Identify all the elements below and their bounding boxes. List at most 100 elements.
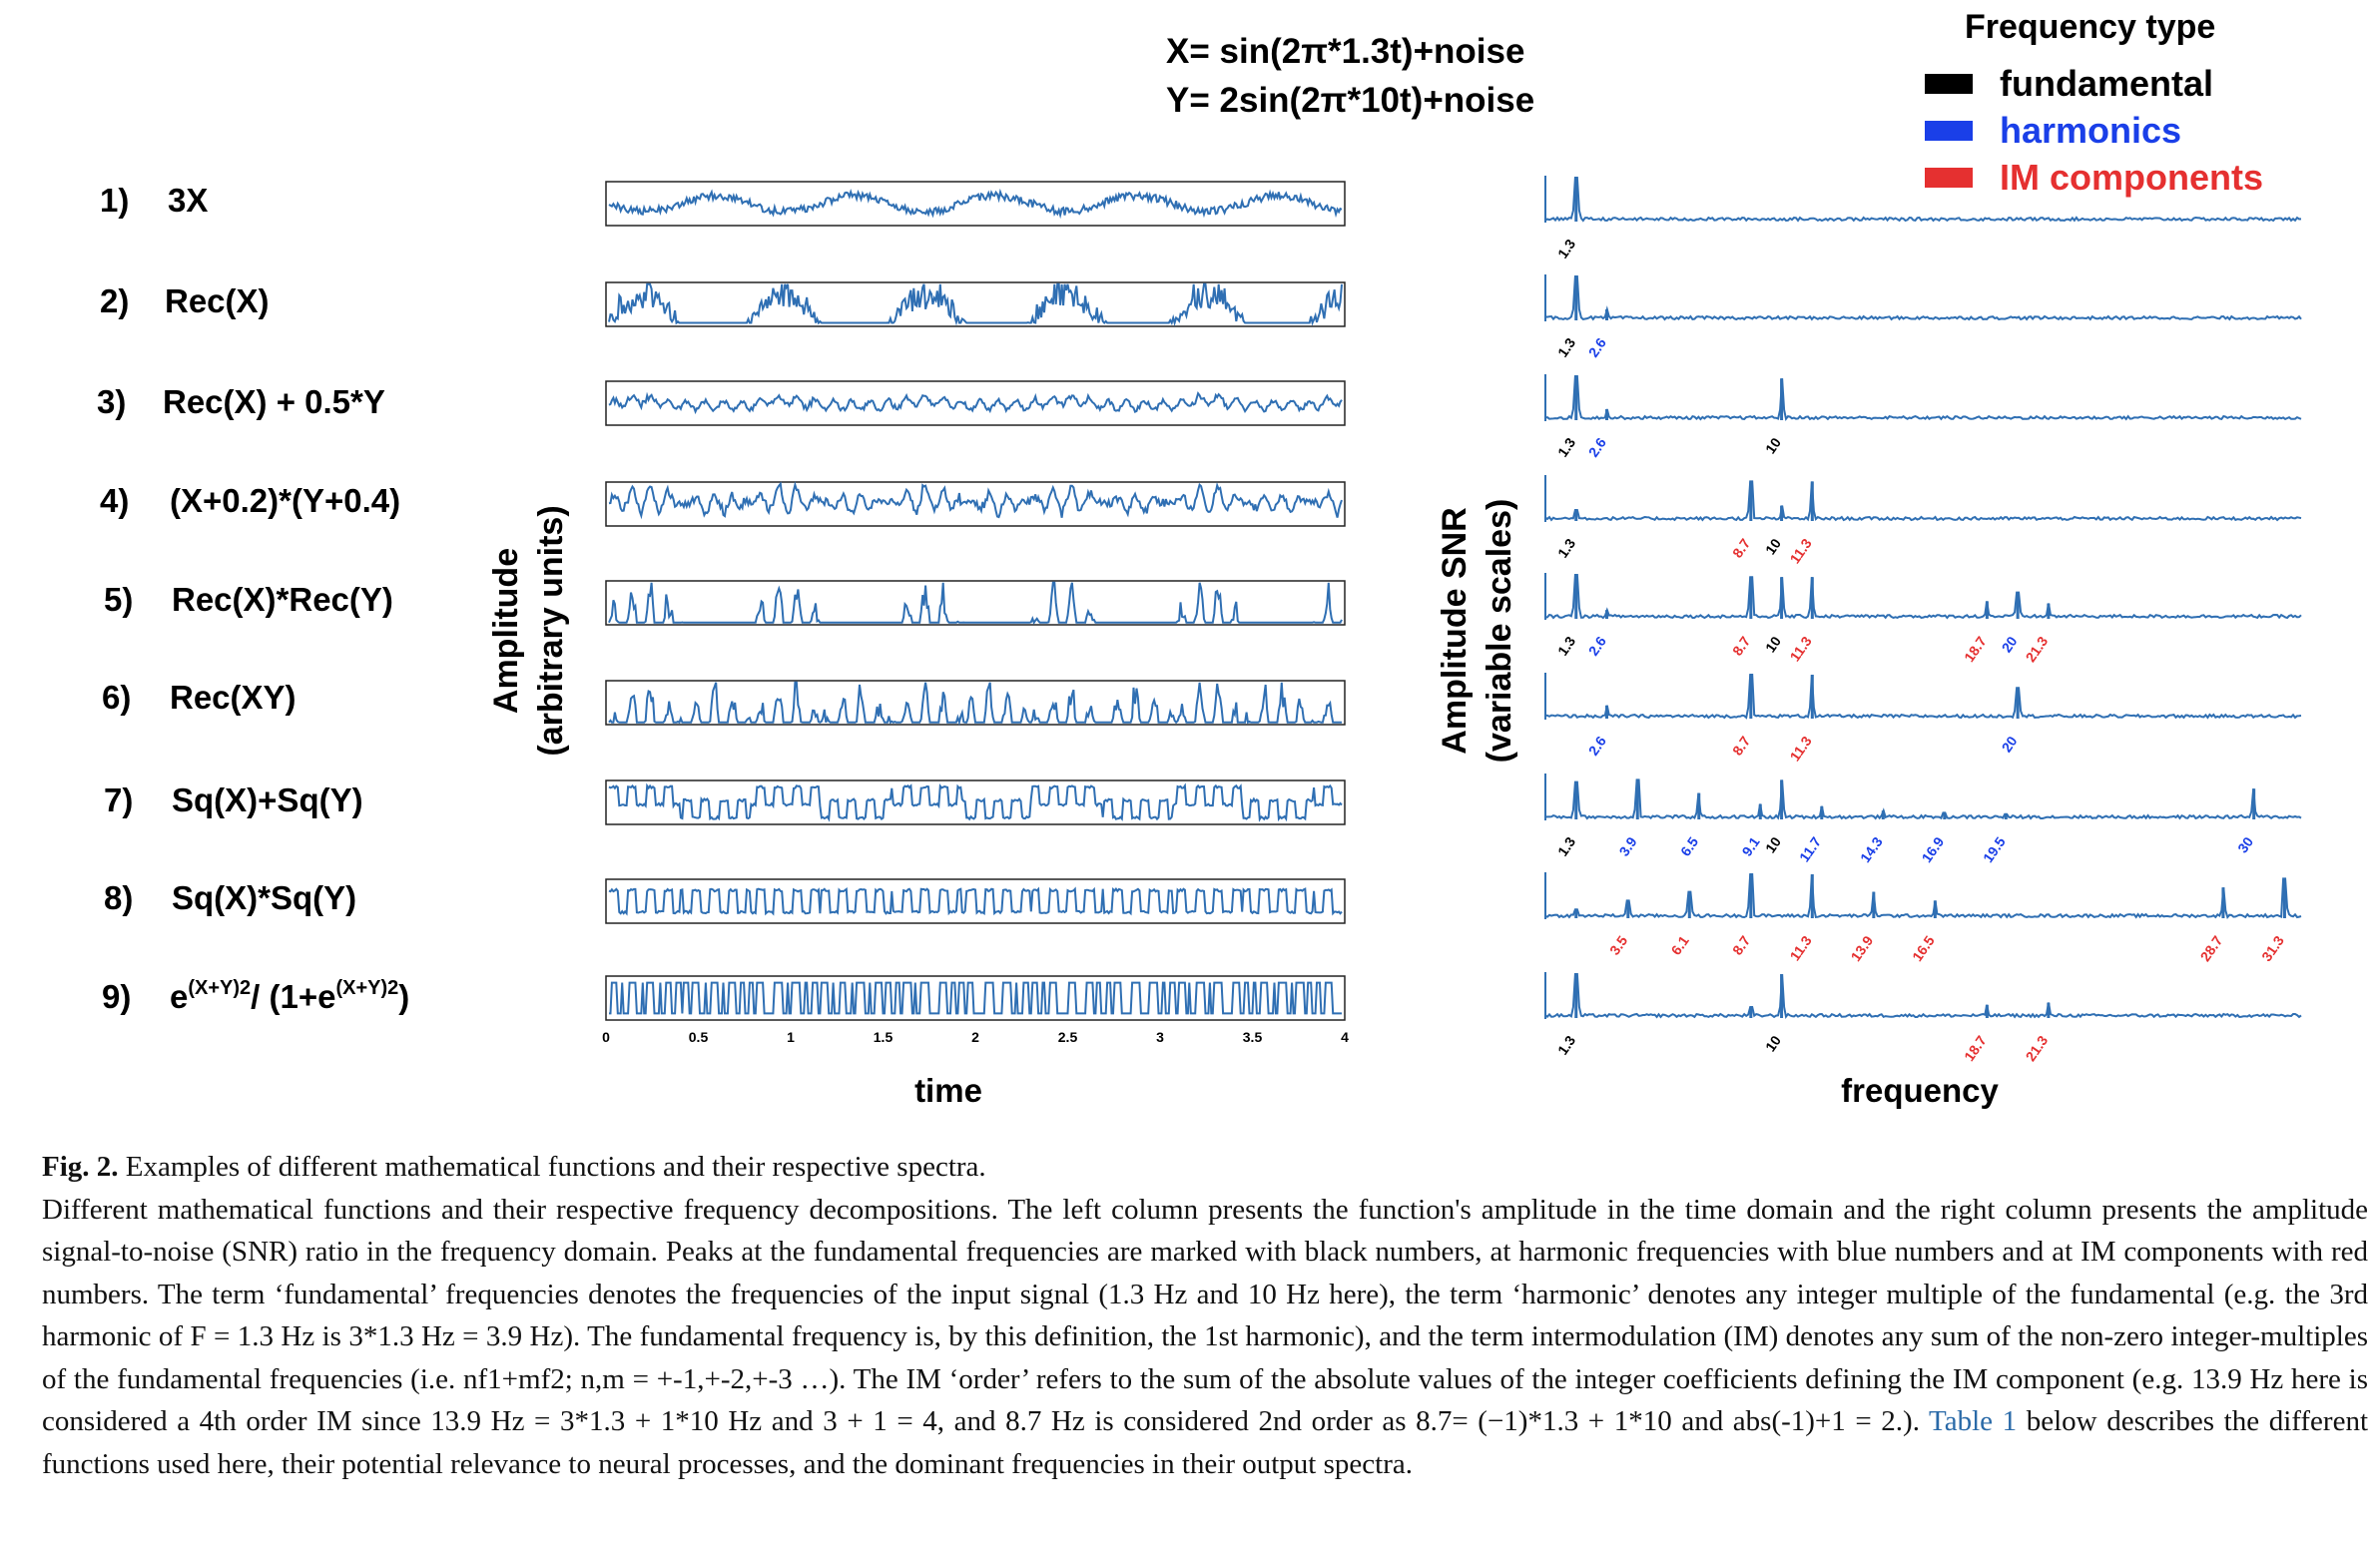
peak-label: 21.3 [2023, 1032, 2052, 1064]
peak-label: 20 [1999, 733, 2021, 755]
peak-label: 1.3 [1554, 833, 1578, 858]
caption-body: Different mathematical functions and the… [42, 1189, 2368, 1486]
time-trace-9 [609, 981, 1342, 1015]
legend-label-harmonics: harmonics [2000, 110, 2181, 151]
spectrum-trace-1 [1544, 177, 2302, 223]
func-num-1: 1) [100, 182, 129, 219]
peak-label: 3.9 [1615, 833, 1639, 858]
peak-label: 8.7 [1729, 733, 1753, 758]
peak-label: 1.3 [1554, 334, 1578, 359]
peak-label: 1.3 [1554, 633, 1578, 658]
spectrum-trace-6 [1544, 674, 2302, 720]
caption-title: Fig. 2. Examples of different mathematic… [42, 1146, 2368, 1189]
caption-body-part1: Different mathematical functions and the… [42, 1193, 2368, 1438]
func-num-7: 7) [104, 781, 133, 818]
time-tick-label: 2 [971, 1029, 979, 1045]
func9-base: e [170, 978, 188, 1015]
time-tick-label: 0 [602, 1029, 610, 1045]
peak-label: 16.5 [1909, 932, 1938, 964]
freq-axis-title: frequency [1841, 1072, 1999, 1109]
caption-title-text: Examples of different mathematical funct… [118, 1151, 986, 1183]
time-panels [605, 181, 1346, 1021]
func-label-9: e(X+Y)2/ (1+e(X+Y)2) [170, 977, 409, 1015]
table-1-link[interactable]: Table 1 [1929, 1405, 2018, 1437]
caption-body-part2: below describes the different functions … [42, 1405, 2369, 1480]
time-axis-title: time [914, 1072, 982, 1109]
spectrum-trace-8 [1544, 873, 2302, 920]
legend-swatch-harmonics [1925, 121, 1973, 141]
peak-label: 10 [1762, 1032, 1784, 1054]
func-num-3: 3) [97, 383, 126, 420]
freq-ylabel-2: (variable scales) [1481, 499, 1518, 764]
legend-swatch-im [1925, 168, 1973, 188]
formula-y: Y= 2sin(2π*10t)+noise [1166, 81, 1534, 120]
func-label-1: 3X [168, 182, 208, 219]
peak-label: 31.3 [2258, 932, 2287, 964]
spectrum-trace-2 [1544, 275, 2302, 321]
peak-label: 11.3 [1786, 932, 1814, 963]
peak-label: 1.3 [1554, 434, 1578, 459]
peak-label: 11.3 [1786, 633, 1814, 664]
spectrum-trace-4 [1544, 480, 2302, 522]
time-axis-ticks: 0 0.5 1 1.5 2 2.5 3 3.5 4 [602, 1029, 1349, 1045]
peak-label: 2.6 [1585, 334, 1609, 359]
func-label-3: Rec(X) + 0.5*Y [163, 383, 385, 420]
formula-x: X= sin(2π*1.3t)+noise [1166, 32, 1524, 71]
time-tick-label: 2.5 [1058, 1029, 1078, 1045]
time-trace-5 [608, 581, 1343, 625]
legend-label-im: IM components [2000, 157, 2263, 198]
func-num-4: 4) [100, 482, 129, 519]
peak-label: 1.3 [1554, 1032, 1578, 1057]
peak-label: 20 [1999, 633, 2021, 655]
func-label-4: (X+0.2)*(Y+0.4) [170, 482, 400, 519]
peak-label: 13.9 [1848, 932, 1877, 964]
peak-label: 10 [1762, 833, 1784, 855]
peak-label: 6.1 [1667, 932, 1691, 957]
func-label-5: Rec(X)*Rec(Y) [172, 581, 393, 618]
time-tick-label: 1 [787, 1029, 795, 1045]
peak-label: 3.5 [1606, 932, 1630, 957]
time-ylabel-2: (arbitrary units) [532, 505, 570, 756]
legend: Frequency type fundamental harmonics IM … [1925, 8, 2263, 198]
peak-label: 21.3 [2023, 633, 2052, 665]
func9-exp2: (X+Y)2 [335, 977, 398, 999]
peak-label: 10 [1762, 535, 1784, 557]
time-panel-frame-2 [605, 281, 1346, 327]
time-ylabel-1: Amplitude [487, 548, 525, 714]
function-labels: 1) 3X 2) Rec(X) 3) Rec(X) + 0.5*Y 4) (X+… [97, 182, 409, 1015]
func-label-6: Rec(XY) [170, 679, 297, 716]
func9-mid: / (1+e [251, 978, 335, 1015]
peak-label: 11.7 [1796, 833, 1824, 864]
caption-fig-label: Fig. 2. [42, 1151, 119, 1183]
peak-label: 8.7 [1729, 633, 1753, 658]
spectrum-trace-7 [1544, 778, 2302, 820]
peak-label: 18.7 [1961, 633, 1990, 665]
time-trace-1 [608, 188, 1343, 220]
peak-label: 2.6 [1585, 733, 1609, 758]
time-trace-6 [608, 681, 1342, 727]
peak-label: 11.3 [1786, 535, 1814, 566]
time-tick-label: 3 [1156, 1029, 1164, 1045]
spectra: 1.31.3 2.61.3 2.6 101.3 8.7 10 11.31.3 2.6 8.7 10… [1544, 176, 2302, 1064]
peak-label: 2.6 [1585, 633, 1609, 658]
peak-label: 8.7 [1729, 535, 1753, 560]
func-num-2: 2) [100, 282, 129, 319]
peak-label: 6.5 [1677, 833, 1701, 858]
func-num-8: 8) [104, 879, 133, 916]
time-trace-7 [608, 782, 1343, 822]
time-tick-label: 3.5 [1243, 1029, 1263, 1045]
func9-exp1: (X+Y)2 [188, 977, 251, 999]
peak-label: 28.7 [2197, 932, 2226, 964]
func-num-5: 5) [104, 581, 133, 618]
func-num-6: 6) [102, 679, 131, 716]
peak-label: 1.3 [1554, 535, 1578, 560]
func-label-8: Sq(X)*Sq(Y) [172, 879, 356, 916]
freq-ylabel-1: Amplitude SNR [1436, 507, 1474, 754]
time-trace-4 [608, 480, 1343, 520]
time-tick-label: 0.5 [689, 1029, 709, 1045]
time-panel-frame-3 [605, 380, 1346, 426]
peak-label: 10 [1762, 434, 1784, 456]
peak-label: 19.5 [1980, 833, 2009, 865]
spectrum-trace-9 [1544, 973, 2302, 1019]
legend-title: Frequency type [1965, 8, 2215, 46]
